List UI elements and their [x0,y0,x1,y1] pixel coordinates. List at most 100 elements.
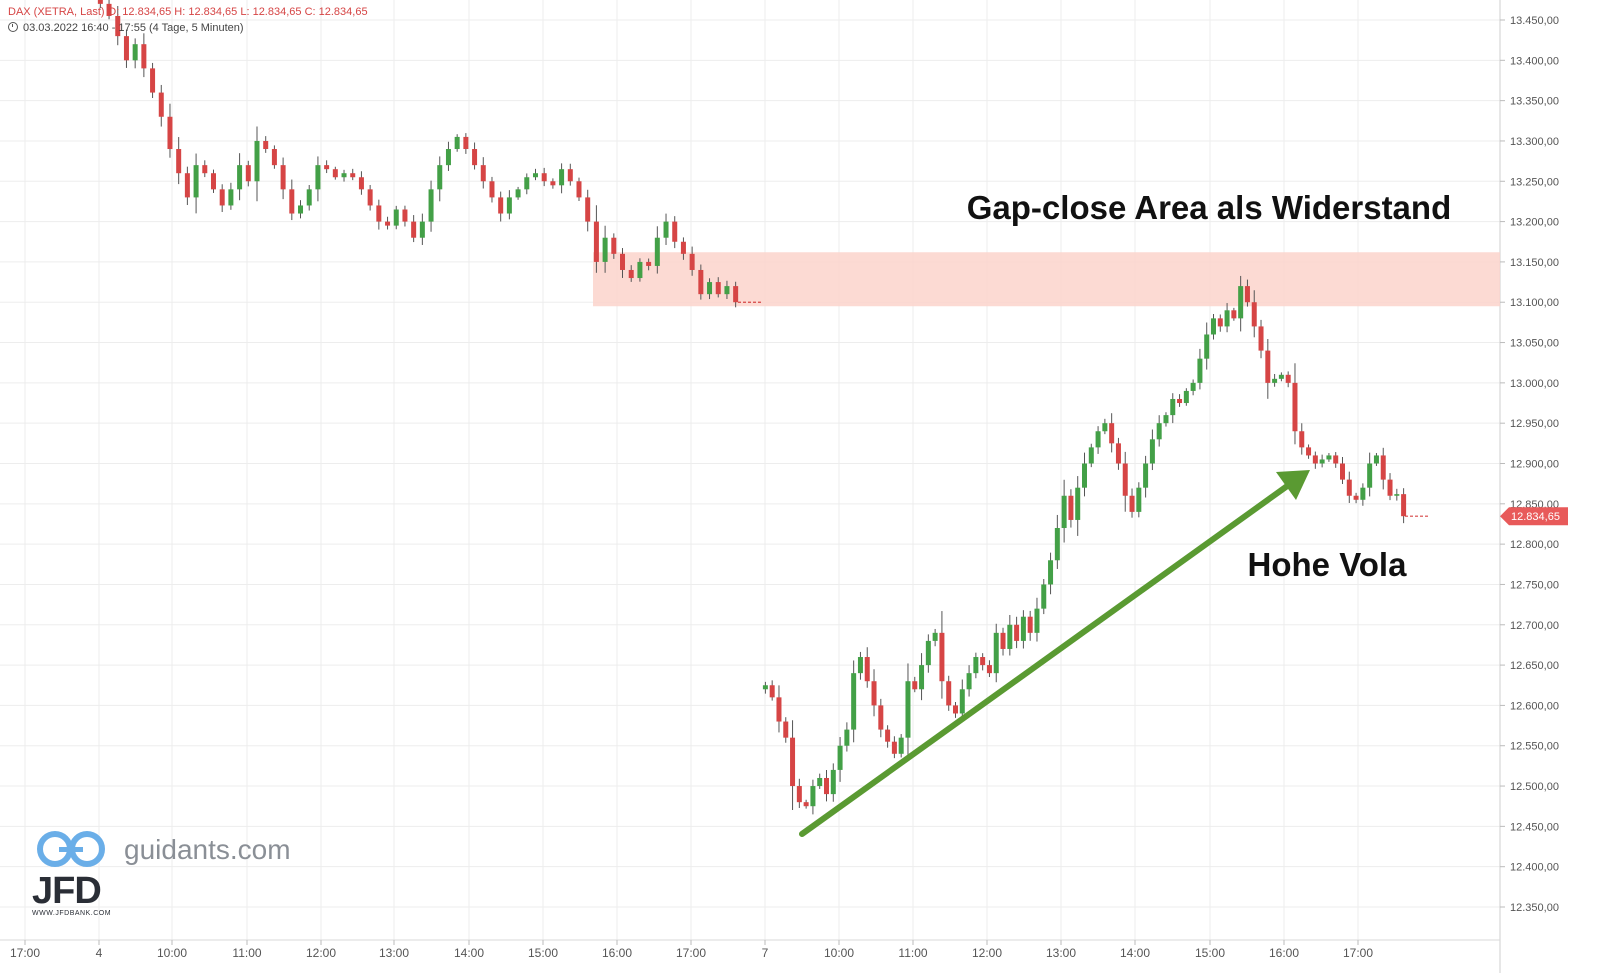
y-tick-label: 13.150,00 [1510,257,1559,269]
candle-body [437,165,443,190]
candle-body [689,253,695,270]
candle-body [419,221,425,238]
x-tick-label: 16:00 [1269,946,1299,960]
candle-body [733,286,739,303]
candle-body [837,745,843,770]
candle-body [271,149,277,166]
candle-body [454,136,460,150]
candle-body [324,165,330,170]
candle-body [1373,455,1379,464]
candle-body [912,681,918,690]
x-tick-label: 11:00 [232,946,261,960]
y-tick-label: 12.550,00 [1510,741,1559,753]
candle-body [1149,439,1155,464]
y-tick-label: 12.950,00 [1510,418,1559,430]
candle-body [830,769,836,795]
x-tick-label: 17:00 [676,946,706,960]
candle-body [857,657,863,674]
candle-body [1244,286,1250,303]
candle-body [532,173,538,178]
candle-body [1034,608,1040,633]
candle-body [1401,494,1407,517]
candle-body [1170,398,1176,416]
y-tick-label: 13.250,00 [1510,176,1559,188]
x-tick-label: 14:00 [454,946,484,960]
candle-body [803,802,809,807]
jfd-url-text: WWW.JFDBANK.COM [32,910,112,917]
date-range-line: 03.03.2022 16:40 - 17:55 (4 Tage, 5 Minu… [8,22,244,34]
candle-body [1340,463,1345,480]
candle-body [402,209,408,222]
candle-body [1346,479,1352,496]
candle-body [1075,487,1081,520]
candle-body [654,237,660,266]
candle-body [1068,495,1074,520]
candle-body [1306,447,1312,456]
candle-body [672,221,678,242]
x-tick-label: 14:00 [1120,946,1150,960]
candle-body [350,173,356,178]
candle-body [341,173,347,178]
candle-body [611,237,617,254]
y-tick-label: 13.400,00 [1510,55,1559,67]
y-tick-label: 13.050,00 [1510,338,1559,350]
candle-body [1231,310,1237,319]
candle-body [698,269,704,295]
candle-body [680,241,686,254]
candle-body [219,189,225,206]
candle-body [1353,495,1359,500]
guidants-logo-icon [37,831,105,867]
candle-body [376,205,382,222]
candle-body [1204,334,1210,359]
candle-body [959,689,965,714]
candle-body [1102,423,1108,432]
candle-body [1278,374,1284,379]
candle-body [480,165,486,182]
candle-body [489,181,495,198]
candle-body [210,173,216,190]
candle-body [796,786,802,803]
x-tick-label: 15:00 [1195,946,1225,960]
x-tick-label: 11:00 [898,946,927,960]
candle-body [986,665,992,674]
x-tick-label: 12:00 [972,946,1002,960]
candle-body [567,169,573,182]
candle-body [776,697,782,722]
candle-body [411,221,417,238]
candle-body [1095,431,1101,448]
candle-body [1190,382,1196,391]
candle-body [966,673,972,690]
candle-body [472,149,478,166]
candle-body [1163,415,1169,424]
y-tick-label: 12.600,00 [1510,700,1559,712]
candle-body [1082,463,1087,488]
gap-close-zone [593,252,1500,307]
candle-body [193,165,199,198]
candle-body [1007,624,1013,649]
candle-body [1265,350,1271,383]
y-tick-label: 13.350,00 [1510,96,1559,108]
candle-body [715,282,721,295]
candle-body [878,705,884,730]
y-tick-label: 12.400,00 [1510,862,1559,874]
candle-body [167,116,173,150]
candle-body [1333,455,1339,464]
candle-body [1387,479,1393,496]
candle-body [864,657,870,682]
candle-body [1360,487,1366,500]
candle-body [576,181,582,198]
candle-body [254,140,260,182]
candle-body [245,165,251,182]
candle-body [184,173,190,198]
candle-body [1156,423,1162,440]
symbol-ohlc-line: DAX (XETRA, Last) O: 12.834,65 H: 12.834… [8,6,368,18]
candle-body [1177,398,1183,404]
x-tick-label: 7 [762,946,769,960]
candle-body [263,140,269,150]
x-tick-label: 17:00 [10,946,40,960]
candle-body [106,3,112,16]
candle-body [769,685,775,698]
guidants-logo-text: guidants.com [124,834,291,865]
